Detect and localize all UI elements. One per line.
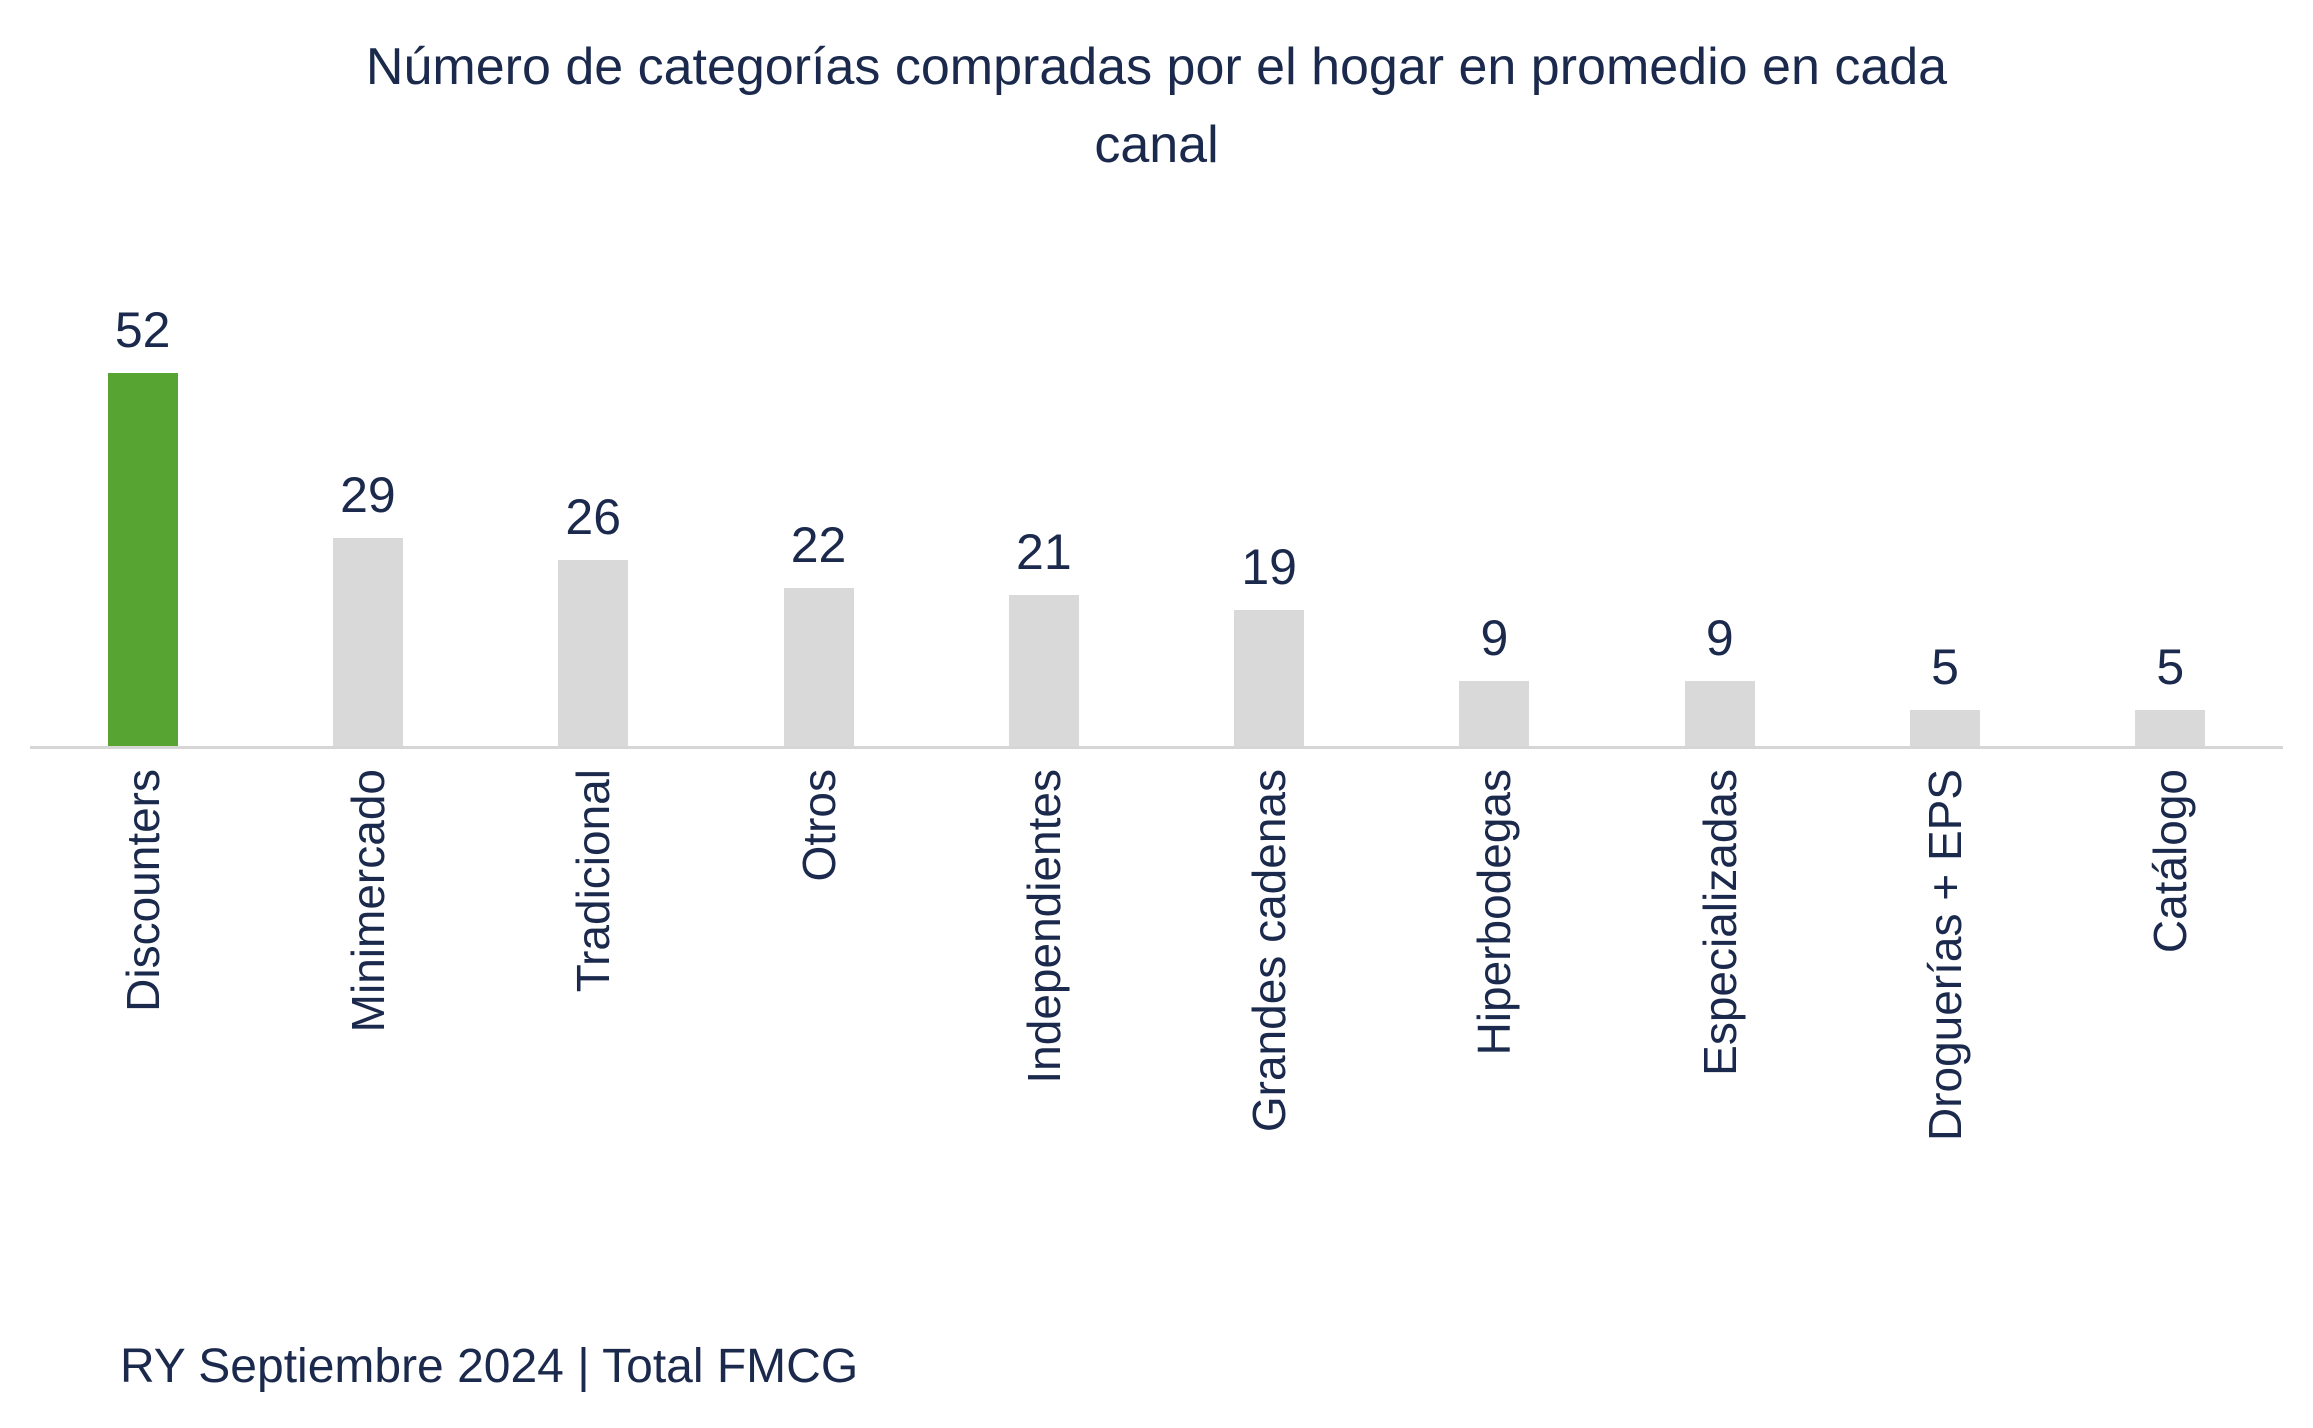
- x-axis-label: Especializadas: [1693, 769, 1746, 1076]
- bar: [558, 560, 629, 746]
- x-axis-label: Independientes: [1017, 769, 1070, 1084]
- bar-value-label: 21: [1016, 524, 1072, 580]
- x-axis-label: Otros: [792, 769, 845, 882]
- x-axis-label-wrap: Hiperbodegas: [1382, 769, 1607, 1055]
- bar-value-label: 5: [1931, 639, 1959, 695]
- footer-note: RY Septiembre 2024 | Total FMCG: [120, 1340, 859, 1393]
- bar: [1008, 595, 1079, 746]
- x-axis-labels-row: Discounters Minimercado Tradicional Otros In…: [30, 769, 2283, 1141]
- x-axis-label-wrap: Tradicional: [481, 769, 706, 992]
- bar-column: 9: [1607, 609, 1832, 746]
- x-axis-label: Tradicional: [567, 769, 620, 993]
- x-axis-label-wrap: Discounters: [30, 769, 255, 1012]
- chart-title: Número de categorías compradas por el ho…: [107, 0, 2207, 184]
- bar: [783, 588, 854, 746]
- x-axis-label: Minimercado: [341, 769, 394, 1033]
- bar: [1684, 681, 1755, 746]
- bar-column: 22: [706, 516, 931, 746]
- bars-row: 52 29 26 22 21 19 9 9 5 5: [30, 190, 2283, 749]
- bar-column: 52: [30, 301, 255, 746]
- bar-value-label: 5: [2156, 639, 2185, 695]
- bar: [332, 538, 403, 746]
- bar: [1234, 610, 1305, 746]
- x-axis-label-wrap: Droguerías + EPS: [1832, 769, 2057, 1141]
- x-axis-label-wrap: Catálogo: [2058, 769, 2283, 953]
- bar: [1459, 681, 1530, 746]
- bar-value-label: 9: [1705, 610, 1734, 666]
- bar-column: 5: [1832, 638, 2057, 746]
- x-axis-label-wrap: Especializadas: [1607, 769, 1832, 1076]
- bar-column: 21: [931, 523, 1156, 746]
- plot-area: 52 29 26 22 21 19 9 9 5 5 Discounters Minimercado T…: [0, 190, 2313, 1141]
- bar-value-label: 26: [565, 489, 622, 545]
- x-axis-label-wrap: Grandes cadenas: [1156, 769, 1381, 1132]
- bar-value-label: 22: [790, 517, 847, 573]
- x-axis-label: Droguerías + EPS: [1919, 769, 1972, 1142]
- x-axis-label-wrap: Independientes: [931, 769, 1156, 1084]
- bar-column: 29: [255, 466, 480, 746]
- x-axis-label-wrap: Minimercado: [255, 769, 480, 1032]
- chart-title-line-1: Número de categorías compradas por el ho…: [365, 38, 1948, 96]
- bar-value-label: 9: [1480, 610, 1509, 666]
- x-axis-label: Catálogo: [2144, 769, 2197, 954]
- x-axis-label: Discounters: [116, 769, 169, 1012]
- bar: [1910, 710, 1981, 746]
- x-axis-label-wrap: Otros: [706, 769, 931, 881]
- bar-column: 19: [1156, 538, 1381, 746]
- bar: [107, 373, 178, 746]
- x-axis-label: Hiperbodegas: [1468, 769, 1521, 1056]
- bar-value-label: 29: [340, 467, 396, 523]
- chart-title-line-2: canal: [1094, 116, 1219, 174]
- x-axis-label: Grandes cadenas: [1243, 769, 1296, 1133]
- bar: [2135, 710, 2206, 746]
- bar-value-label: 19: [1241, 539, 1297, 595]
- bar-column: 26: [481, 488, 706, 746]
- bar-value-label: 52: [114, 302, 171, 358]
- bar-column: 5: [2058, 638, 2283, 746]
- bar-column: 9: [1382, 609, 1607, 746]
